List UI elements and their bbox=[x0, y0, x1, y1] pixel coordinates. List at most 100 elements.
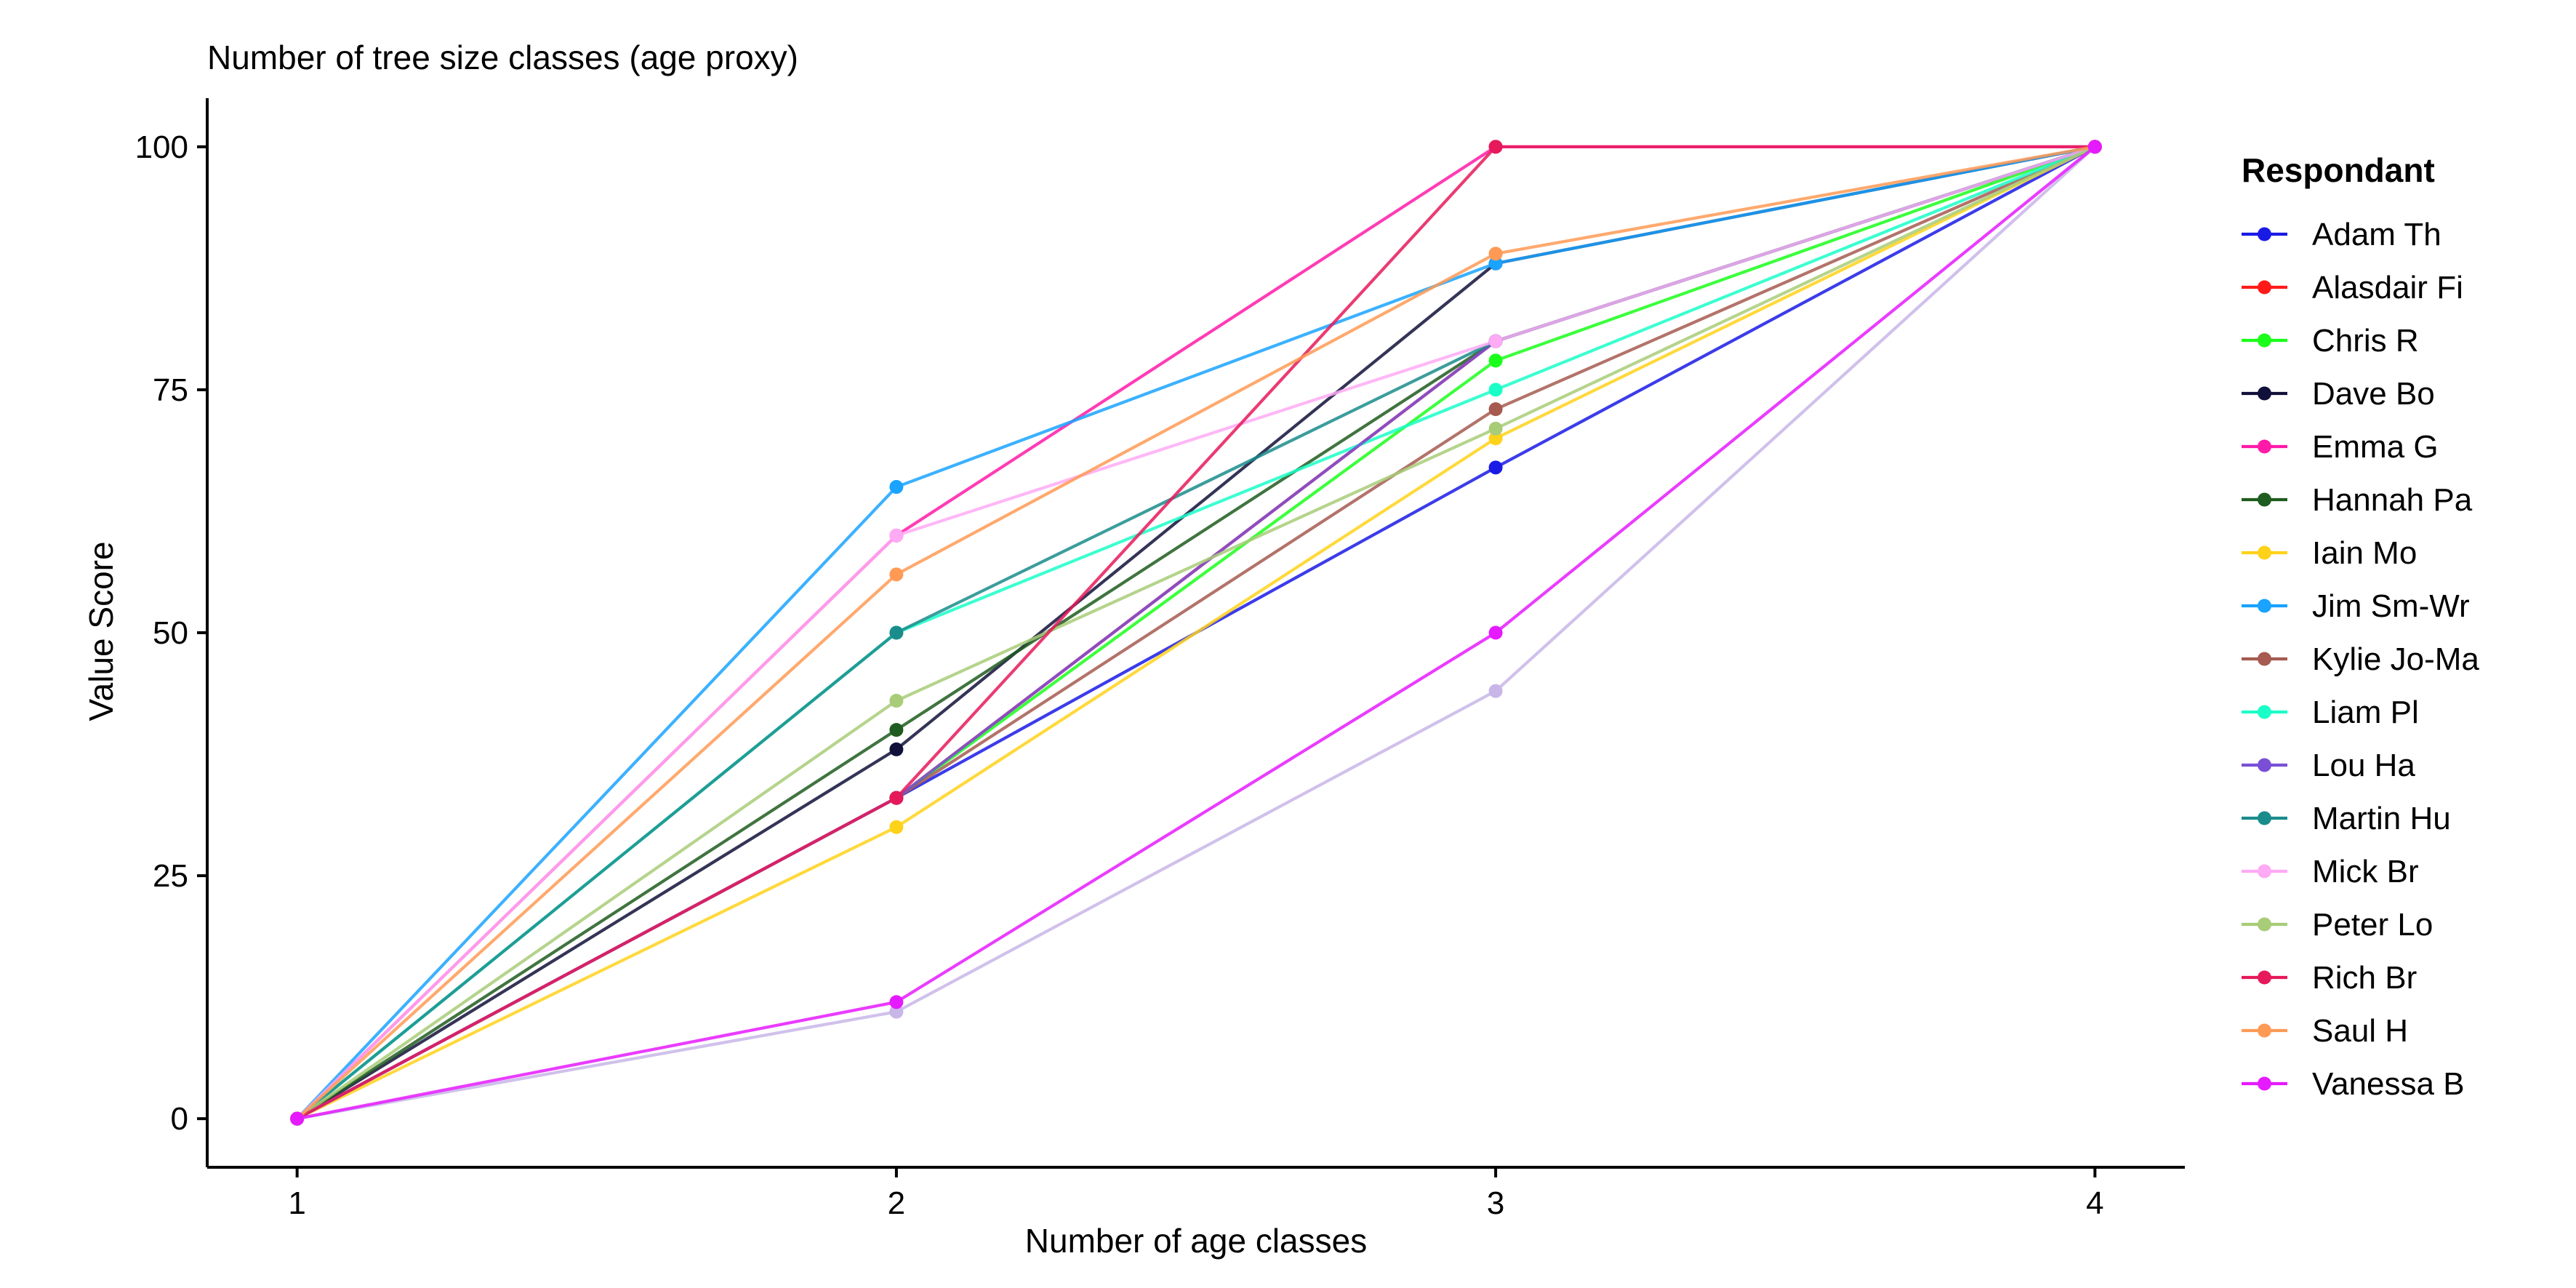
legend-key-point bbox=[2258, 917, 2271, 932]
legend-label: Martin Hu bbox=[2312, 801, 2451, 836]
series-line-peter-lo bbox=[296, 145, 2096, 1120]
series-line-iain-mo bbox=[296, 145, 2096, 1121]
data-point-unlabeled bbox=[889, 1004, 904, 1019]
legend-item-emma-g: Emma G bbox=[2242, 429, 2439, 465]
y-tick-label: 50 bbox=[153, 615, 188, 651]
legend-key-point bbox=[2258, 545, 2271, 560]
data-point-saul-h bbox=[889, 567, 904, 582]
x-tick-label: 2 bbox=[888, 1185, 905, 1221]
data-point-jim-sm-wr bbox=[889, 480, 904, 495]
x-axis-ticks: 1 2 3 4 bbox=[288, 1167, 2104, 1221]
plot-lines bbox=[296, 145, 2096, 1121]
data-point-saul-h bbox=[1488, 247, 1503, 261]
data-point-hannah-pa bbox=[889, 723, 904, 737]
data-point-chris-r bbox=[1488, 353, 1503, 368]
data-point-vanessa-b bbox=[290, 1111, 305, 1126]
data-point-iain-mo bbox=[889, 820, 904, 834]
legend-key-point bbox=[2258, 652, 2271, 666]
legend-item-chris-r: Chris R bbox=[2242, 323, 2419, 359]
legend-item-dave-bo: Dave Bo bbox=[2242, 376, 2435, 412]
chart-title: Number of tree size classes (age proxy) bbox=[207, 39, 798, 76]
legend-item-saul-h: Saul H bbox=[2242, 1013, 2408, 1049]
legend-label: Mick Br bbox=[2312, 854, 2419, 889]
legend-key-point bbox=[2258, 599, 2271, 613]
series-line-jim-sm-wr bbox=[296, 145, 2095, 1120]
legend-key-point bbox=[2258, 811, 2271, 825]
data-point-iain-mo bbox=[1488, 431, 1503, 446]
y-tick-label: 25 bbox=[153, 858, 188, 894]
data-point-vanessa-b bbox=[1488, 625, 1503, 640]
legend-item-liam-pl: Liam Pl bbox=[2242, 695, 2419, 730]
legend-key-point bbox=[2258, 970, 2271, 985]
legend-label: Adam Th bbox=[2312, 217, 2441, 252]
data-point-martin-hu bbox=[889, 625, 904, 640]
legend-key-point bbox=[2258, 705, 2271, 719]
legend-item-mick-br: Mick Br bbox=[2242, 854, 2419, 889]
legend-item-jim-sm-wr: Jim Sm-Wr bbox=[2242, 588, 2470, 624]
legend-item-vanessa-b: Vanessa B bbox=[2242, 1066, 2465, 1102]
legend-key-point bbox=[2258, 1076, 2271, 1091]
x-tick-label: 3 bbox=[1487, 1185, 1504, 1221]
legend: Respondant Adam Th Alasdair Fi Chris R Dave… bbox=[2242, 151, 2479, 1102]
y-tick-label: 100 bbox=[135, 129, 188, 165]
legend-title: Respondant bbox=[2242, 151, 2435, 189]
series-line-mick-br bbox=[296, 145, 2096, 1120]
legend-label: Lou Ha bbox=[2312, 748, 2415, 783]
data-point-mick-br bbox=[1488, 334, 1503, 348]
legend-key-point bbox=[2258, 492, 2271, 507]
data-point-adam-th bbox=[1488, 460, 1503, 475]
legend-item-kylie-jo-ma: Kylie Jo-Ma bbox=[2242, 641, 2479, 677]
plot-points bbox=[290, 140, 2102, 1126]
legend-label: Iain Mo bbox=[2312, 535, 2417, 571]
legend-label: Kylie Jo-Ma bbox=[2312, 641, 2479, 677]
legend-key-point bbox=[2258, 386, 2271, 401]
y-axis-ticks: 0 25 50 75 100 bbox=[135, 129, 207, 1137]
legend-items: Adam Th Alasdair Fi Chris R Dave Bo Emma G Ha… bbox=[2242, 217, 2479, 1102]
legend-item-lou-ha: Lou Ha bbox=[2242, 748, 2415, 783]
series-line-saul-h bbox=[296, 145, 2095, 1120]
legend-label: Saul H bbox=[2312, 1013, 2408, 1049]
legend-label: Hannah Pa bbox=[2312, 482, 2473, 518]
legend-label: Jim Sm-Wr bbox=[2312, 588, 2470, 624]
legend-key-point bbox=[2258, 1023, 2271, 1038]
legend-label: Alasdair Fi bbox=[2312, 270, 2463, 305]
legend-label: Chris R bbox=[2312, 323, 2419, 359]
legend-key-point bbox=[2258, 280, 2271, 295]
legend-label: Emma G bbox=[2312, 429, 2439, 465]
data-point-vanessa-b bbox=[2087, 140, 2102, 154]
series-line-vanessa-b bbox=[297, 145, 2096, 1121]
legend-key-point bbox=[2258, 333, 2271, 348]
data-point-dave-bo bbox=[889, 742, 904, 756]
x-tick-label: 4 bbox=[2086, 1185, 2103, 1221]
legend-label: Dave Bo bbox=[2312, 376, 2435, 412]
series-line-unlabeled bbox=[297, 145, 2096, 1121]
series-line-rich-br bbox=[296, 145, 2095, 1121]
legend-item-iain-mo: Iain Mo bbox=[2242, 535, 2417, 571]
data-point-liam-pl bbox=[1488, 383, 1503, 397]
data-point-peter-lo bbox=[889, 694, 904, 708]
data-point-kylie-jo-ma bbox=[1488, 402, 1503, 417]
y-tick-label: 75 bbox=[153, 372, 188, 408]
legend-item-martin-hu: Martin Hu bbox=[2242, 801, 2451, 836]
data-point-mick-br bbox=[889, 528, 904, 543]
legend-label: Peter Lo bbox=[2312, 907, 2433, 943]
data-point-jim-sm-wr bbox=[1488, 256, 1503, 271]
legend-key-point bbox=[2258, 758, 2271, 772]
legend-key-point bbox=[2258, 864, 2271, 879]
legend-label: Rich Br bbox=[2312, 960, 2417, 996]
legend-item-alasdair-fi: Alasdair Fi bbox=[2242, 270, 2463, 305]
data-point-peter-lo bbox=[1488, 421, 1503, 436]
data-point-rich-br bbox=[889, 791, 904, 805]
y-axis-title: Value Score bbox=[82, 541, 120, 721]
y-tick-label: 0 bbox=[171, 1101, 188, 1137]
legend-item-adam-th: Adam Th bbox=[2242, 217, 2441, 252]
legend-item-hannah-pa: Hannah Pa bbox=[2242, 482, 2473, 518]
legend-item-peter-lo: Peter Lo bbox=[2242, 907, 2433, 943]
x-axis-title: Number of age classes bbox=[1025, 1222, 1367, 1260]
legend-key-point bbox=[2258, 227, 2271, 241]
x-tick-label: 1 bbox=[288, 1185, 305, 1221]
data-point-vanessa-b bbox=[889, 995, 904, 1009]
legend-label: Liam Pl bbox=[2312, 695, 2419, 730]
data-point-rich-br bbox=[1488, 140, 1503, 154]
